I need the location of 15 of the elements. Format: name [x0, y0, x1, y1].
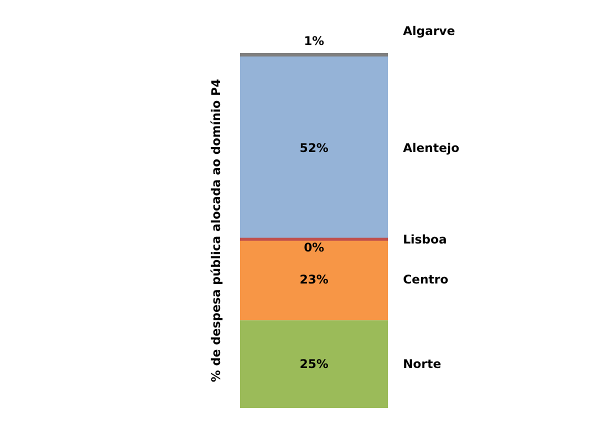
series-label: Alentejo: [403, 140, 460, 155]
data-label: 1%: [304, 34, 324, 48]
series-label: Centro: [403, 272, 448, 287]
series-label: Lisboa: [403, 232, 447, 246]
data-label: 25%: [300, 357, 328, 372]
bar: [240, 239, 388, 320]
bar: [240, 320, 388, 408]
data-label: 52%: [300, 140, 328, 155]
series-label: Norte: [403, 357, 442, 372]
data-label: 23%: [300, 272, 328, 287]
data-label: 0%: [304, 240, 324, 254]
bar: [240, 56, 388, 240]
y-axis-title: % de despesa pública alocada ao domínio P4: [209, 78, 223, 382]
series-label: Algarve: [403, 24, 455, 38]
bar: [240, 53, 388, 57]
